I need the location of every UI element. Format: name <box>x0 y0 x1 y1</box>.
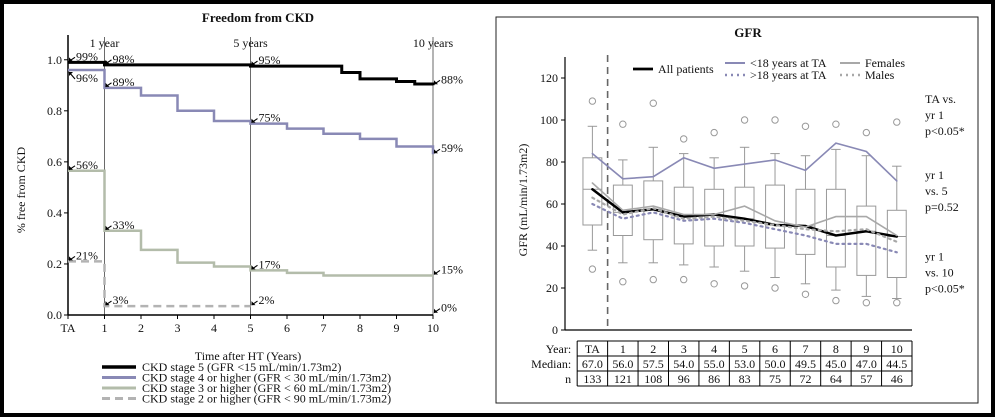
legend-label-2: CKD stage 4 or higher (GFR < 30 mL/min/1… <box>142 371 391 385</box>
series-line-2 <box>68 68 435 155</box>
annotation-label: 75% <box>259 111 281 125</box>
top-label: 1 year <box>90 36 120 50</box>
annotation-label: 95% <box>259 53 281 67</box>
annotation-label: 96% <box>76 71 98 85</box>
annotation-arrowhead <box>69 256 73 261</box>
annotation-label: 17% <box>259 257 281 271</box>
annotation-label: 21% <box>76 248 98 262</box>
annotation-label: 99% <box>76 49 98 63</box>
annotation-label: 3% <box>113 293 129 307</box>
annotation-arrowhead <box>251 265 256 270</box>
x-tick-label: 1 <box>102 321 108 335</box>
annotation-arrowhead <box>69 165 73 170</box>
legend-label-1: CKD stage 5 (GFR <15 mL/min/1.73m2) <box>142 360 341 374</box>
y-tick-label: 0.2 <box>47 257 62 271</box>
annotation-arrowhead <box>434 80 438 85</box>
x-tick-label: 3 <box>175 321 181 335</box>
annotation-arrowhead <box>251 61 256 66</box>
annotation-arrowhead <box>434 308 438 313</box>
annotation-arrowhead <box>434 149 438 154</box>
annotation-label: 59% <box>441 141 463 155</box>
annotation-arrowhead <box>434 270 438 275</box>
annotation-arrowhead <box>251 118 256 123</box>
annotation-label: 2% <box>259 293 275 307</box>
x-tick-label: 10 <box>427 321 439 335</box>
left-axes: 1 year 5 years 10 years 0.0 0.2 0.4 0.6 0.8 1.0 T… <box>47 35 453 335</box>
left-y-axis-label: % free from CKD <box>14 147 28 234</box>
x-tick-label: 6 <box>284 321 290 335</box>
y-tick-label: 0.8 <box>47 104 62 118</box>
series-line-4 <box>68 260 251 308</box>
x-tick-label: 5 <box>248 321 254 335</box>
annotation-arrowhead <box>105 59 110 64</box>
x-tick-label: 9 <box>394 321 400 335</box>
freedom-from-ckd-chart: Freedom from CKD 1 year 5 years 10 years 0.… <box>14 10 463 406</box>
x-tick-label: 2 <box>138 321 144 335</box>
annotation-label: 88% <box>441 72 463 86</box>
x-tick-label: 7 <box>321 321 327 335</box>
series-line-1 <box>68 60 435 86</box>
x-tick-label: 4 <box>211 321 217 335</box>
annotation-arrowhead <box>105 82 110 87</box>
y-tick-label: 0.0 <box>47 308 62 322</box>
x-tick-label: 8 <box>357 321 363 335</box>
annotation-arrowhead <box>69 57 73 62</box>
left-chart-title: Freedom from CKD <box>202 10 314 25</box>
left-x-axis-label: Time after HT (Years) <box>195 349 301 363</box>
y-tick-label: 1.0 <box>47 53 62 67</box>
top-label: 5 years <box>233 36 268 50</box>
y-tick-label: 0.4 <box>47 206 62 220</box>
annotation-label: 89% <box>113 75 135 89</box>
annotation-arrowhead <box>105 301 110 306</box>
top-label: 10 years <box>413 36 454 50</box>
left-annotations: 99% 96% 56% 21% 98% 89% 33% 3% 95% 75% 17% 2% 88% 59%… <box>68 49 463 315</box>
y-tick-label: 0.6 <box>47 155 62 169</box>
annotation-arrowhead <box>251 301 256 306</box>
legend-label-4: CKD stage 2 or higher (GFR < 90 mL/min/1… <box>142 392 391 406</box>
annotation-arrowhead <box>105 225 110 230</box>
legend-label-3: CKD stage 3 or higher (GFR < 60 mL/min/1… <box>142 381 391 395</box>
annotation-label: 56% <box>76 158 98 172</box>
annotation-label: 15% <box>441 262 463 276</box>
annotation-label: 33% <box>113 218 135 232</box>
left-legend: CKD stage 5 (GFR <15 mL/min/1.73m2)CKD s… <box>102 360 391 406</box>
x-tick-label: TA <box>60 321 75 335</box>
annotation-label: 0% <box>441 301 457 315</box>
series-line-3 <box>68 169 433 277</box>
left-series <box>68 60 435 308</box>
annotation-label: 98% <box>113 52 135 66</box>
annotation-arrowhead <box>69 71 73 76</box>
